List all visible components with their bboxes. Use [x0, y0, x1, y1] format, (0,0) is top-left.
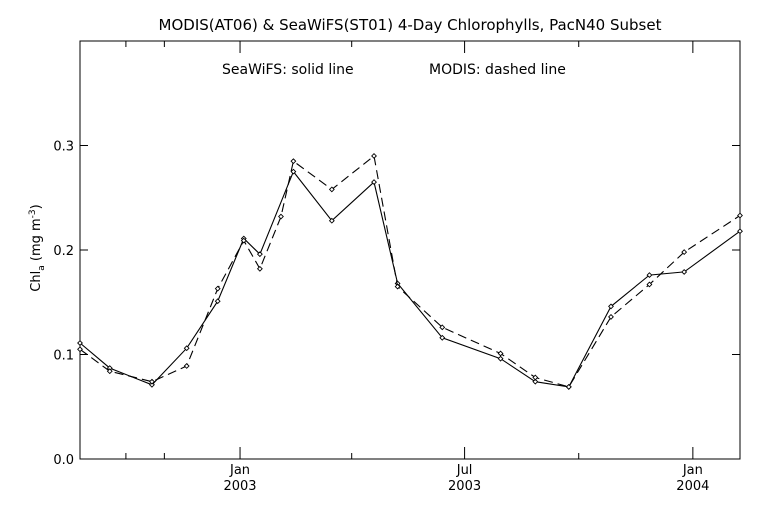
data-point-modis: [565, 383, 572, 390]
data-point-modis: [394, 283, 401, 290]
x-tick-label-month: Jan: [682, 463, 703, 478]
data-point-seawifs: [77, 340, 83, 346]
data-point-modis: [681, 249, 688, 256]
plot-frame: [79, 40, 741, 460]
legend-modis-text: MODIS: dashed line: [429, 62, 566, 78]
y-tick-label: 0.3: [53, 140, 74, 155]
data-point-modis: [439, 324, 446, 331]
data-point-seawifs: [290, 168, 297, 175]
y-axis-label-units-sup: -3: [28, 209, 38, 218]
data-point-seawifs: [532, 378, 539, 385]
series-line-seawifs: [79, 170, 741, 388]
data-point-modis: [646, 281, 653, 288]
data-point-modis: [183, 363, 190, 369]
data-point-seawifs: [328, 217, 335, 224]
data-point-modis: [290, 158, 297, 165]
data-point-seawifs: [737, 228, 743, 235]
x-tick-label-year: 2003: [448, 479, 481, 494]
data-point-modis: [106, 368, 113, 375]
series-line-modis: [79, 154, 741, 388]
data-point-modis: [278, 213, 284, 220]
data-point-modis: [328, 186, 335, 193]
data-point-seawifs: [608, 303, 614, 310]
data-point-seawifs: [149, 381, 155, 388]
data-point-modis: [240, 237, 247, 244]
data-point-modis: [497, 350, 504, 357]
y-axis-label: Chla (mg m-3): [28, 204, 47, 291]
svg-text:Chla (mg m-3): Chla (mg m-3): [28, 204, 47, 291]
data-point-modis: [737, 212, 743, 219]
y-axis-label-main: Chl: [29, 271, 44, 292]
data-point-modis: [214, 285, 221, 292]
data-point-seawifs: [681, 269, 688, 275]
x-tick-label-year: 2004: [676, 479, 709, 494]
y-tick-label: 0.1: [53, 349, 74, 364]
series-layer: [77, 153, 743, 390]
x-tick-label-year: 2003: [223, 479, 256, 494]
x-tick-label-month: Jul: [456, 463, 473, 478]
x-tick-label-month: Jan: [229, 463, 250, 478]
y-tick-label: 0.2: [53, 244, 74, 259]
data-point-seawifs: [371, 179, 377, 186]
legend-seawifs-text: SeaWiFS: solid line: [222, 62, 354, 78]
y-axis-label-units-prefix: (mg m: [29, 218, 44, 265]
data-point-modis: [149, 378, 155, 385]
data-point-seawifs: [256, 251, 263, 258]
data-point-modis: [77, 346, 83, 353]
data-point-seawifs: [646, 272, 653, 279]
data-point-seawifs: [183, 345, 190, 352]
y-axis-label-subscript: a: [37, 265, 47, 271]
data-point-modis: [371, 153, 377, 159]
data-point-modis: [608, 313, 614, 320]
chart-title: MODIS(AT06) & SeaWiFS(ST01) 4-Day Chloro…: [159, 16, 662, 34]
data-point-modis: [256, 265, 263, 272]
data-point-seawifs: [497, 355, 504, 362]
y-axis-label-units-suffix: ): [29, 204, 44, 209]
data-point-modis: [532, 374, 539, 381]
data-point-seawifs: [439, 334, 446, 341]
y-tick-label: 0.0: [53, 453, 74, 468]
data-point-seawifs: [214, 298, 221, 305]
